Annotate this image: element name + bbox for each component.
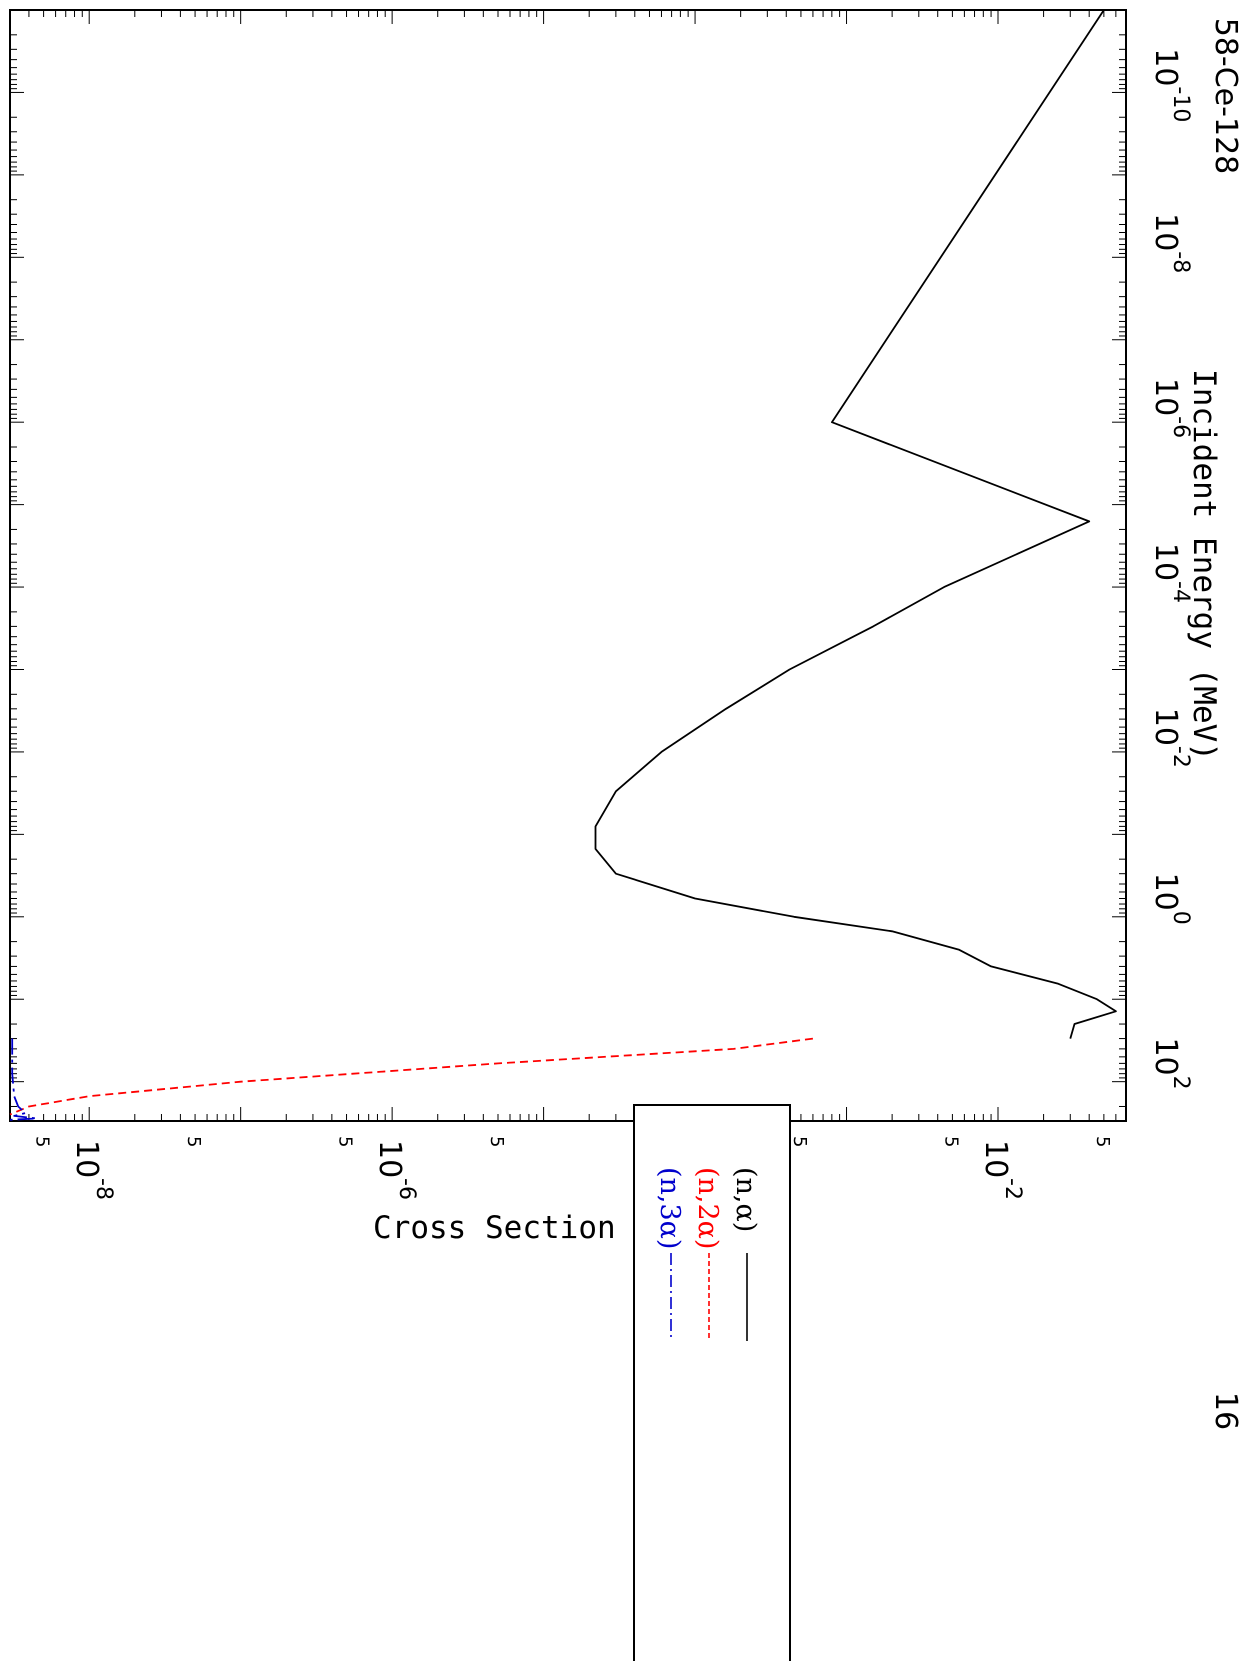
x-tick-label-exp: -10 [1168, 86, 1193, 122]
y-tick-labels: 10-210-410-610-855555555 [32, 1136, 1113, 1200]
series-line-2 [9, 1038, 38, 1121]
y-tick-label-base: 10 [69, 1140, 104, 1178]
legend-label: (n,2α) [692, 1167, 723, 1249]
x-tick-label-exp: -2 [1168, 746, 1193, 768]
material-label: 58-Ce-128 [1208, 18, 1243, 175]
legend-entry-n-2alpha: (n,2α) [692, 1167, 723, 1341]
y-minor-tick-label: 5 [183, 1136, 204, 1147]
legend-entry-n-3alpha: (n,3α) [654, 1167, 685, 1341]
y-minor-tick-label: 5 [486, 1136, 507, 1147]
x-tick-label-exp: -8 [1168, 251, 1193, 273]
legend-box [633, 1104, 791, 1661]
x-tick-label: 100 [1148, 873, 1193, 925]
x-tick-label-base: 10 [1148, 873, 1183, 911]
x-tick-label-exp: 0 [1168, 911, 1193, 925]
y-tick-label-exp: -6 [394, 1178, 419, 1200]
x-tick-label: 10-10 [1148, 48, 1193, 122]
x-tick-label: 102 [1148, 1037, 1193, 1089]
x-axis-title: Incident Energy (MeV) [1186, 369, 1222, 761]
plot-frame [9, 9, 1127, 1122]
legend: (n,α) (n,2α) (n,3α) [633, 1104, 791, 1661]
y-minor-tick-label: 5 [789, 1136, 810, 1147]
y-minor-tick-label: 5 [1092, 1136, 1113, 1147]
y-tick-label-base: 10 [372, 1140, 407, 1178]
y-tick-label-exp: -2 [1000, 1178, 1025, 1200]
x-tick-label-base: 10 [1148, 213, 1183, 251]
page-number: 16 [1208, 1392, 1243, 1430]
x-tick-label: 10-8 [1148, 213, 1193, 273]
series-layer [9, 9, 1117, 1121]
y-tick-label-exp: -8 [91, 1178, 116, 1200]
legend-label: (n,3α) [654, 1167, 685, 1249]
x-tick-label-base: 10 [1148, 1037, 1183, 1075]
y-tick-label: 10-2 [978, 1140, 1025, 1200]
legend-entry-n-alpha: (n,α) [730, 1167, 761, 1341]
series-line-0 [594, 9, 1117, 1039]
y-tick-label: 10-6 [372, 1140, 419, 1200]
y-minor-tick-label: 5 [335, 1136, 356, 1147]
x-tick-label-exp: -4 [1168, 581, 1193, 603]
axis-ticks [9, 9, 1127, 1122]
x-tick-label: 10-6 [1148, 378, 1193, 438]
x-tick-label: 10-2 [1148, 708, 1193, 768]
y-minor-tick-label: 5 [32, 1136, 53, 1147]
x-tick-label-exp: -6 [1168, 416, 1193, 438]
x-tick-label: 10-4 [1148, 543, 1193, 603]
x-tick-label-exp: 2 [1168, 1076, 1193, 1090]
x-tick-label-base: 10 [1148, 48, 1183, 86]
x-tick-label-base: 10 [1148, 708, 1183, 746]
series-line-1 [9, 1037, 814, 1116]
y-tick-label: 10-8 [69, 1140, 116, 1200]
x-tick-label-base: 10 [1148, 543, 1183, 581]
x-tick-label-base: 10 [1148, 378, 1183, 416]
y-tick-label-base: 10 [978, 1140, 1013, 1178]
y-minor-tick-label: 5 [940, 1136, 961, 1147]
legend-label: (n,α) [730, 1167, 761, 1232]
